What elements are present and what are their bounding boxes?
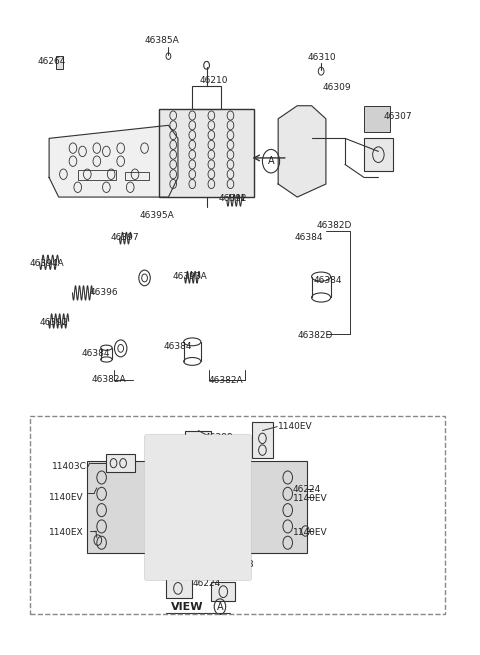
Circle shape [172,538,184,554]
Circle shape [187,506,198,521]
Bar [364,138,393,171]
Circle shape [215,489,227,505]
Circle shape [172,489,184,505]
Bar [252,422,274,458]
Text: 46385A: 46385A [144,36,180,45]
Circle shape [187,489,198,505]
Text: 46384: 46384 [164,342,192,351]
Text: 46382D: 46382D [316,221,352,230]
Text: 46392: 46392 [218,194,247,203]
Text: 46210: 46210 [199,77,228,85]
Polygon shape [49,125,178,197]
Text: 46388: 46388 [226,561,254,569]
Text: 1140EV: 1140EV [278,422,313,431]
Circle shape [172,506,184,521]
Bar [125,172,149,180]
Text: 46382A: 46382A [92,375,127,384]
Text: 46264: 46264 [37,57,66,66]
Text: 46224: 46224 [292,485,321,494]
Bar [159,109,254,197]
Text: 1140EV: 1140EV [49,493,84,502]
Bar [144,435,250,578]
Bar [166,451,228,565]
Circle shape [177,522,189,538]
Bar [78,170,116,180]
Text: 46393A: 46393A [172,272,207,281]
Circle shape [215,473,227,489]
Text: 1140EX: 1140EX [49,528,84,537]
Bar [250,461,307,553]
Bar [192,86,221,109]
Text: 46384: 46384 [314,276,342,285]
Circle shape [187,538,198,554]
Circle shape [215,457,227,472]
Circle shape [187,473,198,489]
Circle shape [201,473,212,489]
Bar [211,582,235,601]
Text: 46224: 46224 [192,578,220,588]
Text: 46384: 46384 [295,233,324,242]
Text: 46394A: 46394A [30,259,65,268]
Circle shape [172,473,184,489]
Circle shape [192,522,203,538]
Bar [30,415,445,614]
Polygon shape [159,109,254,197]
Text: 46388: 46388 [204,432,233,441]
Text: 46392: 46392 [39,318,68,327]
Bar [56,56,63,69]
Circle shape [201,506,212,521]
Text: VIEW: VIEW [171,602,204,612]
Text: 46309: 46309 [322,83,351,92]
Text: 46389: 46389 [161,555,190,563]
Polygon shape [144,435,250,578]
Bar [87,461,144,553]
Text: 46396: 46396 [90,288,118,297]
Text: 1140EV: 1140EV [292,528,327,537]
Bar [185,430,211,451]
Text: 46310: 46310 [308,53,336,62]
Text: 46307: 46307 [383,112,412,121]
Circle shape [201,489,212,505]
Text: A: A [216,602,223,612]
Circle shape [201,457,212,472]
Text: A: A [268,156,275,166]
Circle shape [187,457,198,472]
Text: 46384: 46384 [82,349,110,358]
Text: 46382D: 46382D [297,331,333,341]
Bar [166,578,192,598]
Bar [107,454,135,472]
Text: 46382A: 46382A [209,377,244,386]
Text: 46395A: 46395A [140,211,175,220]
Circle shape [172,457,184,472]
Bar [364,105,390,132]
Text: 1140EV: 1140EV [292,494,327,503]
Text: 46397: 46397 [110,233,139,242]
Text: 11403C: 11403C [52,462,87,471]
Polygon shape [278,105,326,197]
